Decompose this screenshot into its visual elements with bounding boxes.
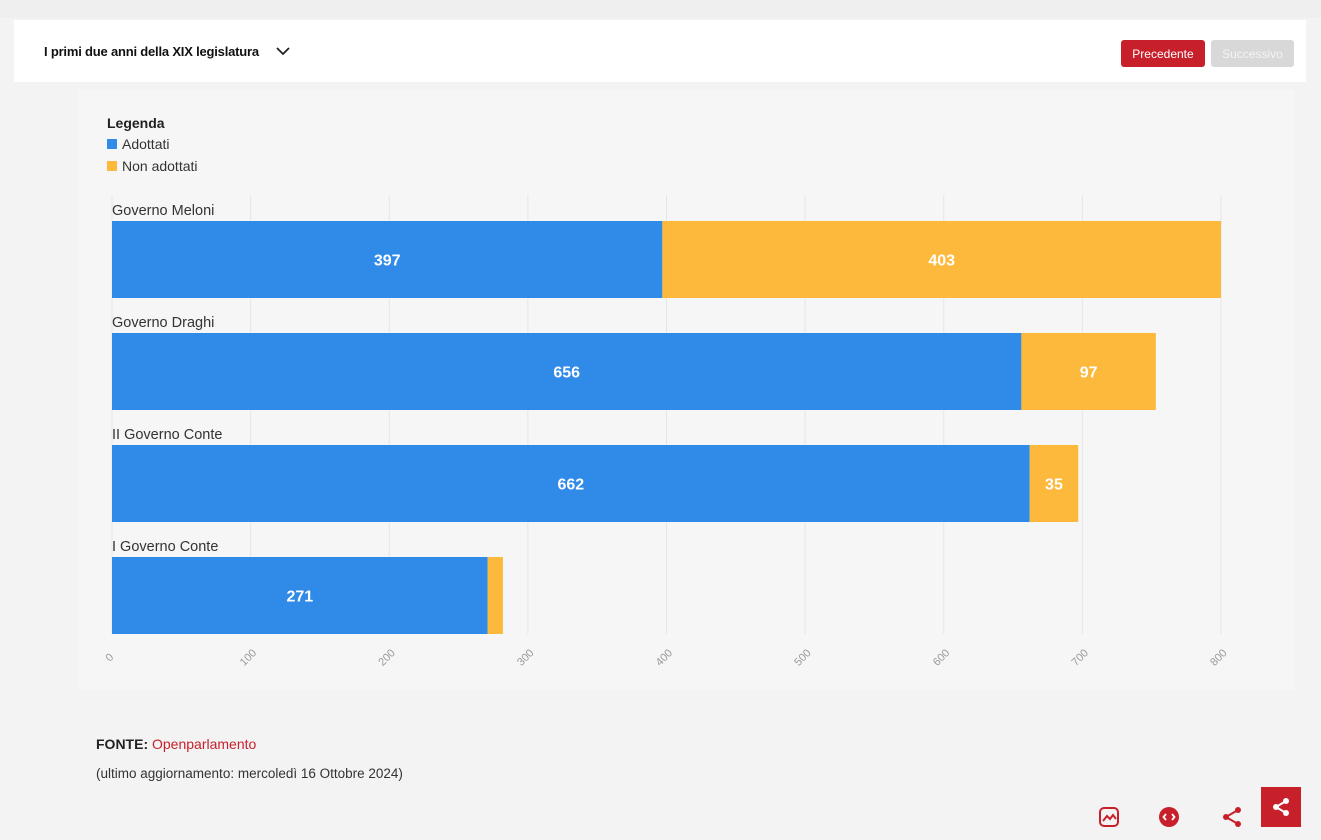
last-updated: (ultimo aggiornamento: mercoledì 16 Otto… — [96, 766, 403, 781]
category-label: Governo Draghi — [112, 315, 214, 331]
x-tick-label: 400 — [654, 647, 675, 668]
embed-icon[interactable] — [1153, 800, 1185, 834]
legend-item-adottati: Adottati — [107, 133, 198, 155]
data-label: 271 — [286, 589, 313, 606]
chevron-down-icon[interactable] — [275, 43, 291, 59]
data-label: 403 — [928, 253, 955, 270]
bar-chart: 0 100 200 300 400 500 600 700 800 Governo Meloni 3… — [103, 195, 1230, 669]
data-label: 656 — [553, 365, 580, 382]
previous-button[interactable]: Precedente — [1121, 40, 1205, 67]
x-tick-label: 800 — [1208, 647, 1229, 668]
category-label: II Governo Conte — [112, 427, 222, 443]
legend: Legenda Adottati Non adottati — [107, 115, 198, 177]
x-tick-label: 200 — [376, 647, 397, 668]
bar-adottati — [112, 333, 1022, 410]
x-tick-label: 0 — [103, 651, 116, 664]
page-title: I primi due anni della XIX legislatura — [44, 43, 259, 59]
bar-adottati — [112, 557, 488, 634]
data-label: 35 — [1045, 477, 1063, 494]
data-label: 397 — [374, 253, 401, 270]
bar-non-adottati — [662, 221, 1221, 298]
source-label: FONTE: — [96, 736, 149, 752]
top-strip — [0, 0, 1321, 18]
bar-non-adottati — [1029, 445, 1079, 522]
share-button[interactable] — [1261, 787, 1301, 827]
source-link[interactable]: Openparlamento — [152, 736, 257, 752]
share-icon — [1273, 798, 1289, 816]
legend-title: Legenda — [107, 115, 165, 131]
next-button[interactable]: Successivo — [1211, 40, 1294, 67]
legend-swatch-non-adottati — [107, 161, 117, 171]
image-icon[interactable] — [1093, 800, 1125, 834]
x-tick-label: 700 — [1070, 647, 1091, 668]
x-tick-label: 500 — [792, 647, 813, 668]
legend-item-non-adottati: Non adottati — [107, 155, 198, 177]
legend-label-non-adottati: Non adottati — [122, 158, 198, 174]
share-icon[interactable] — [1216, 800, 1248, 834]
bar-non-adottati — [1021, 333, 1156, 410]
category-label: Governo Meloni — [112, 203, 214, 219]
data-label: 97 — [1080, 365, 1098, 382]
chart-header: I primi due anni della XIX legislatura — [14, 20, 1306, 82]
data-label: 662 — [557, 477, 584, 494]
x-tick-label: 600 — [931, 647, 952, 668]
source-line: FONTE: Openparlamento — [96, 736, 256, 752]
bar-adottati — [112, 445, 1030, 522]
bar-non-adottati — [487, 557, 503, 634]
legend-swatch-adottati — [107, 139, 117, 149]
x-tick-label: 300 — [515, 647, 536, 668]
x-tick-label: 100 — [238, 647, 259, 668]
bar-adottati — [112, 221, 663, 298]
category-label: I Governo Conte — [112, 539, 218, 555]
legend-label-adottati: Adottati — [122, 136, 170, 152]
